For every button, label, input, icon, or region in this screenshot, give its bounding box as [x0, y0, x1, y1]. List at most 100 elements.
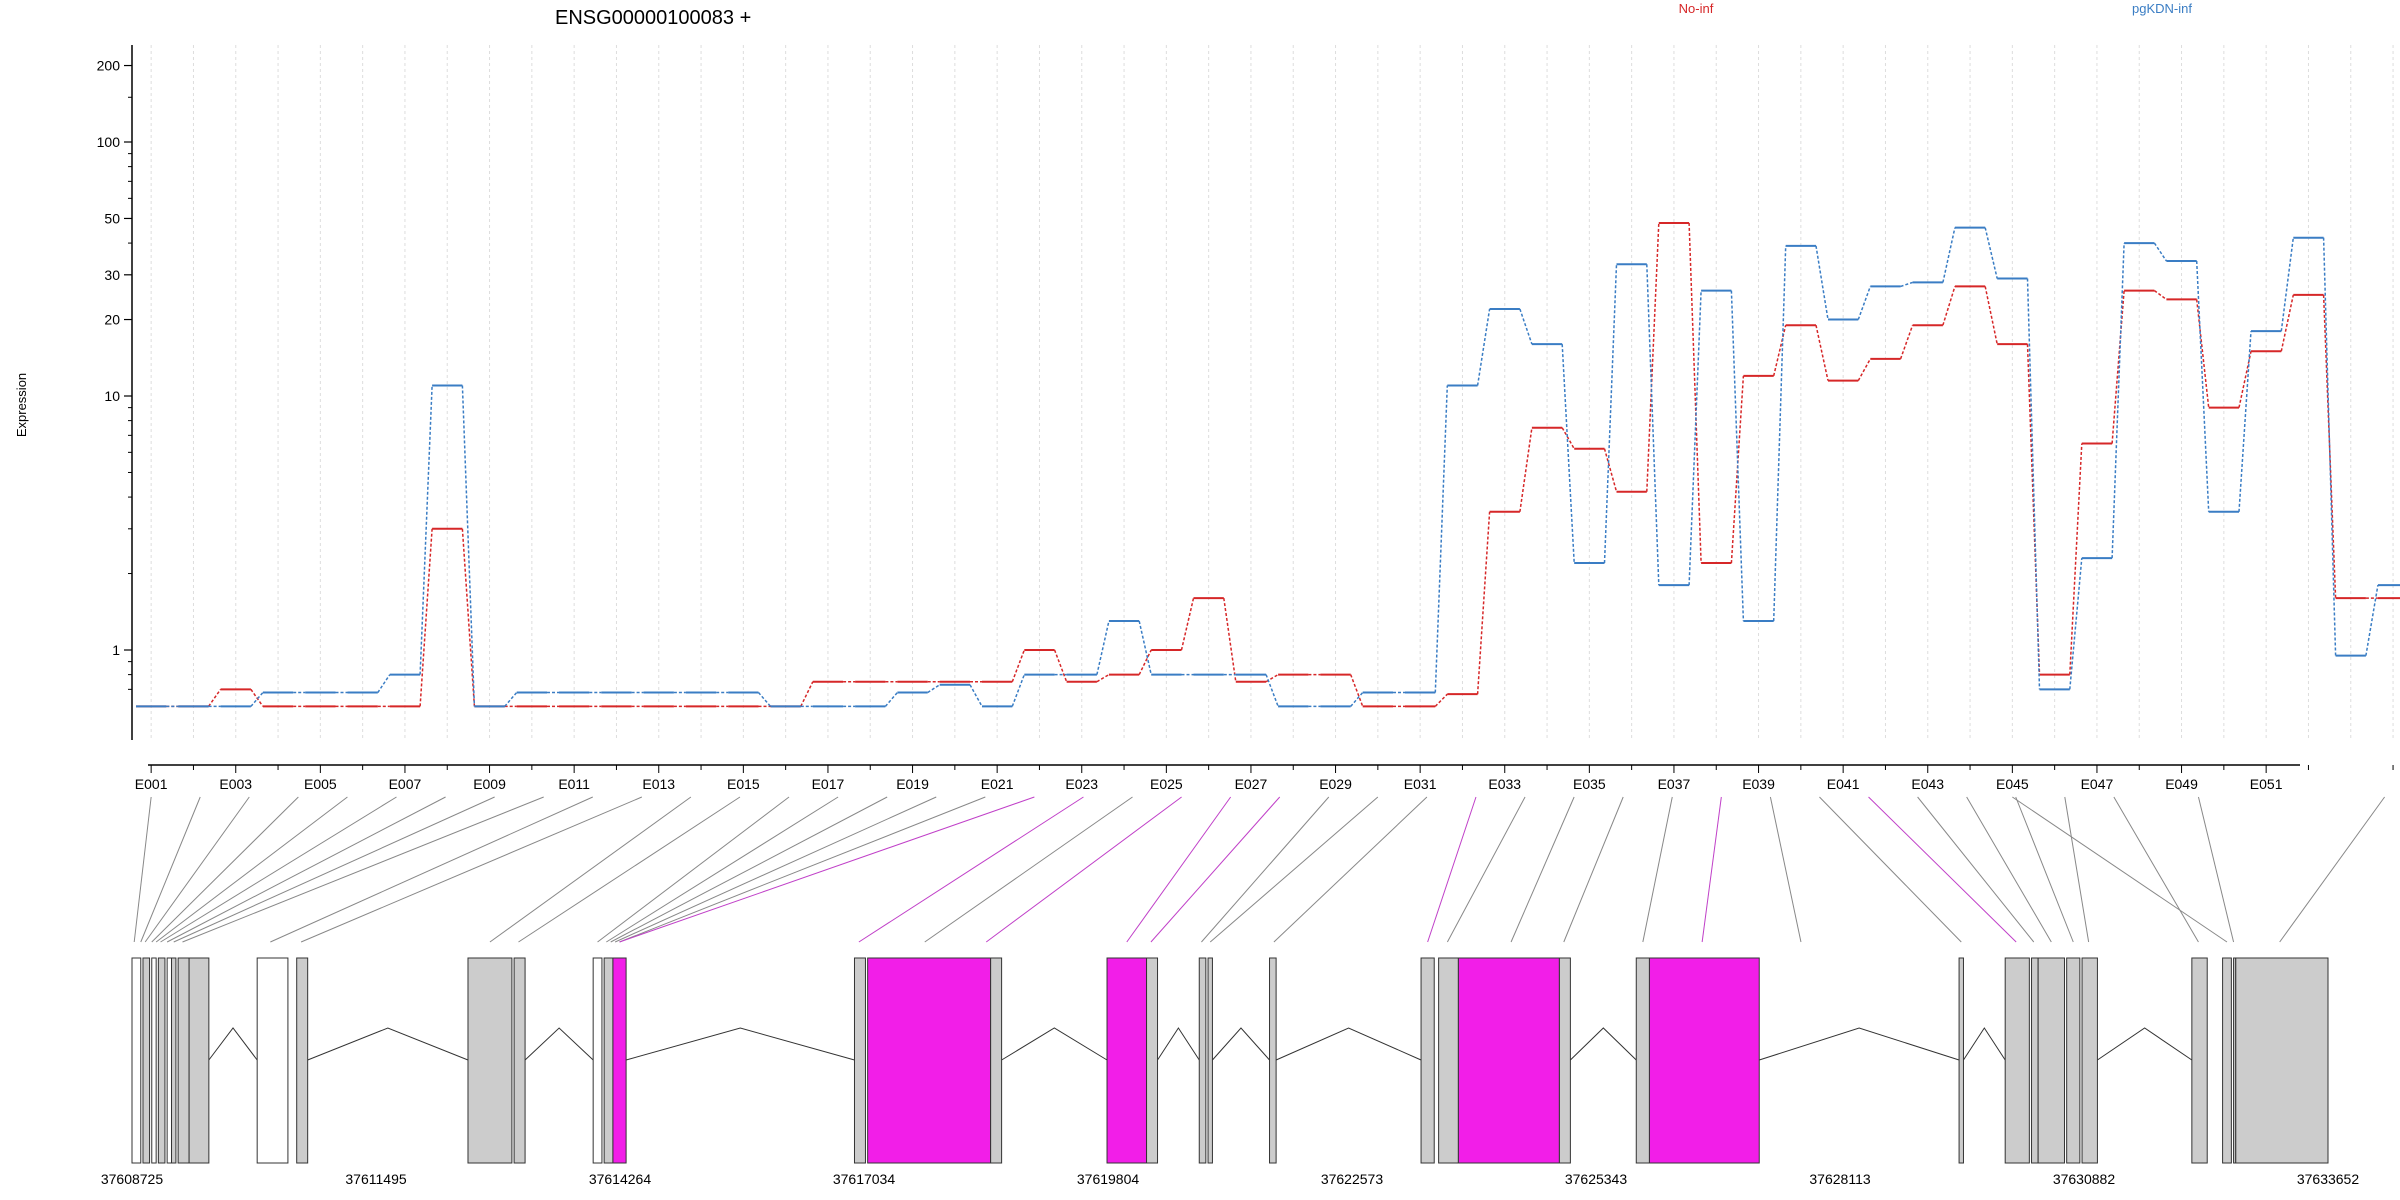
exon-box: [867, 957, 992, 1164]
exon-connector: [2012, 796, 2228, 943]
exon-connector: [1917, 796, 2035, 943]
intron: [1570, 1027, 1637, 1061]
exon-connector: [2279, 796, 2385, 943]
series-connector: [2365, 585, 2379, 656]
y-tick-label: 1: [112, 642, 120, 658]
x-tick-label: E001: [135, 776, 168, 792]
exon-connector: [151, 796, 299, 943]
series-connector: [1984, 227, 1998, 279]
series-connector: [1772, 245, 1787, 622]
exon-box: [467, 957, 513, 1164]
y-ticks: 1 10 20 30 50 100 200: [97, 58, 132, 690]
exon-box: [1420, 957, 1435, 1164]
series-connector: [2153, 289, 2167, 301]
intron: [1275, 1027, 1422, 1061]
exon-connector: [1701, 796, 1722, 943]
x-tick-label: E025: [1150, 776, 1183, 792]
x-tick-label: E051: [2250, 776, 2283, 792]
exon-box: [1146, 957, 1159, 1164]
series-connector: [1138, 649, 1152, 675]
genomic-tick-label: 37614264: [589, 1171, 652, 1187]
exon-box: [1648, 957, 1760, 1164]
exon-connector: [173, 796, 495, 943]
exon-connector: [985, 796, 1182, 943]
exon-connector: [606, 796, 839, 943]
intron: [2097, 1027, 2193, 1061]
series-connector: [2280, 237, 2295, 332]
series-connector: [207, 688, 222, 707]
series-connector: [1011, 674, 1026, 707]
series-connector: [1942, 227, 1956, 283]
series-connector: [1096, 673, 1110, 683]
exon-box: [612, 957, 627, 1164]
exon-connector: [2197, 796, 2235, 943]
series-connector: [1815, 325, 1829, 381]
series-connector: [1688, 290, 1702, 586]
exon-box: [157, 957, 166, 1164]
series-connector: [2111, 290, 2125, 444]
exon-connector: [300, 796, 643, 943]
exon-box: [2066, 957, 2081, 1164]
x-tick-label: E043: [1911, 776, 1944, 792]
exon-box: [2191, 957, 2208, 1164]
series-connector: [1984, 286, 1998, 345]
exon-connector: [1819, 796, 1962, 943]
exon-connector: [144, 796, 250, 943]
series-connector: [377, 674, 391, 693]
exon-box: [1457, 957, 1560, 1164]
series-connector: [1265, 674, 1279, 707]
y-tick-label: 100: [97, 134, 121, 150]
x-tick-label: E015: [727, 776, 760, 792]
series-connector: [2238, 331, 2252, 512]
exon-box: [603, 957, 614, 1164]
exon-box: [2031, 957, 2039, 1164]
exon-box: [1558, 957, 1571, 1164]
series-connector: [1434, 385, 1449, 693]
series-connector: [884, 692, 898, 707]
exon-box: [171, 957, 177, 1164]
exon-connector: [182, 796, 544, 943]
series-connector: [1349, 674, 1364, 707]
genomic-ticks: 37608725 37611495 37614264 37617034 37619804…: [101, 1171, 2360, 1187]
y-tick-label: 50: [104, 210, 120, 226]
series-connector: [1223, 598, 1237, 682]
exon-box: [1106, 957, 1148, 1164]
x-tick-label: E013: [642, 776, 675, 792]
exon-connector: [1126, 796, 1232, 943]
exon-connector: [489, 796, 692, 943]
exon-box: [142, 957, 151, 1164]
exon-box: [1438, 957, 1459, 1164]
x-tick-label: E033: [1488, 776, 1521, 792]
genomic-tick-label: 37622573: [1321, 1171, 1384, 1187]
exon-box: [296, 957, 309, 1164]
exon-connector: [1427, 796, 1477, 943]
x-tick-label: E005: [304, 776, 337, 792]
exon-box: [2081, 957, 2098, 1164]
genomic-tick-label: 37611495: [345, 1171, 406, 1187]
series-connector: [1561, 427, 1575, 450]
legend-entry-no-inf: No-inf: [1679, 1, 1714, 16]
exon-connector: [1563, 796, 1624, 943]
x-tick-label: E011: [558, 776, 590, 792]
exon-connector: [1642, 796, 1673, 943]
series-connector: [1603, 264, 1618, 564]
series-connector: [1011, 649, 1026, 682]
intron: [1001, 1027, 1108, 1061]
series-connector: [1519, 427, 1533, 512]
series-connector: [800, 681, 814, 707]
exon-connector: [610, 796, 888, 943]
exon-box: [1207, 957, 1213, 1164]
series-connector: [757, 692, 772, 707]
exon-box: [188, 957, 210, 1164]
exon-connector: [140, 796, 201, 943]
exon-box: [990, 957, 1003, 1164]
gene-model: [131, 957, 2329, 1164]
exon-connector: [619, 796, 986, 943]
series-connector: [419, 385, 433, 675]
exon-connector: [270, 796, 593, 943]
x-tick-label: E037: [1658, 776, 1691, 792]
x-tick-label: E017: [812, 776, 845, 792]
series-connector: [1561, 344, 1575, 564]
x-tick-label: E039: [1742, 776, 1775, 792]
exon-box: [1198, 957, 1207, 1164]
